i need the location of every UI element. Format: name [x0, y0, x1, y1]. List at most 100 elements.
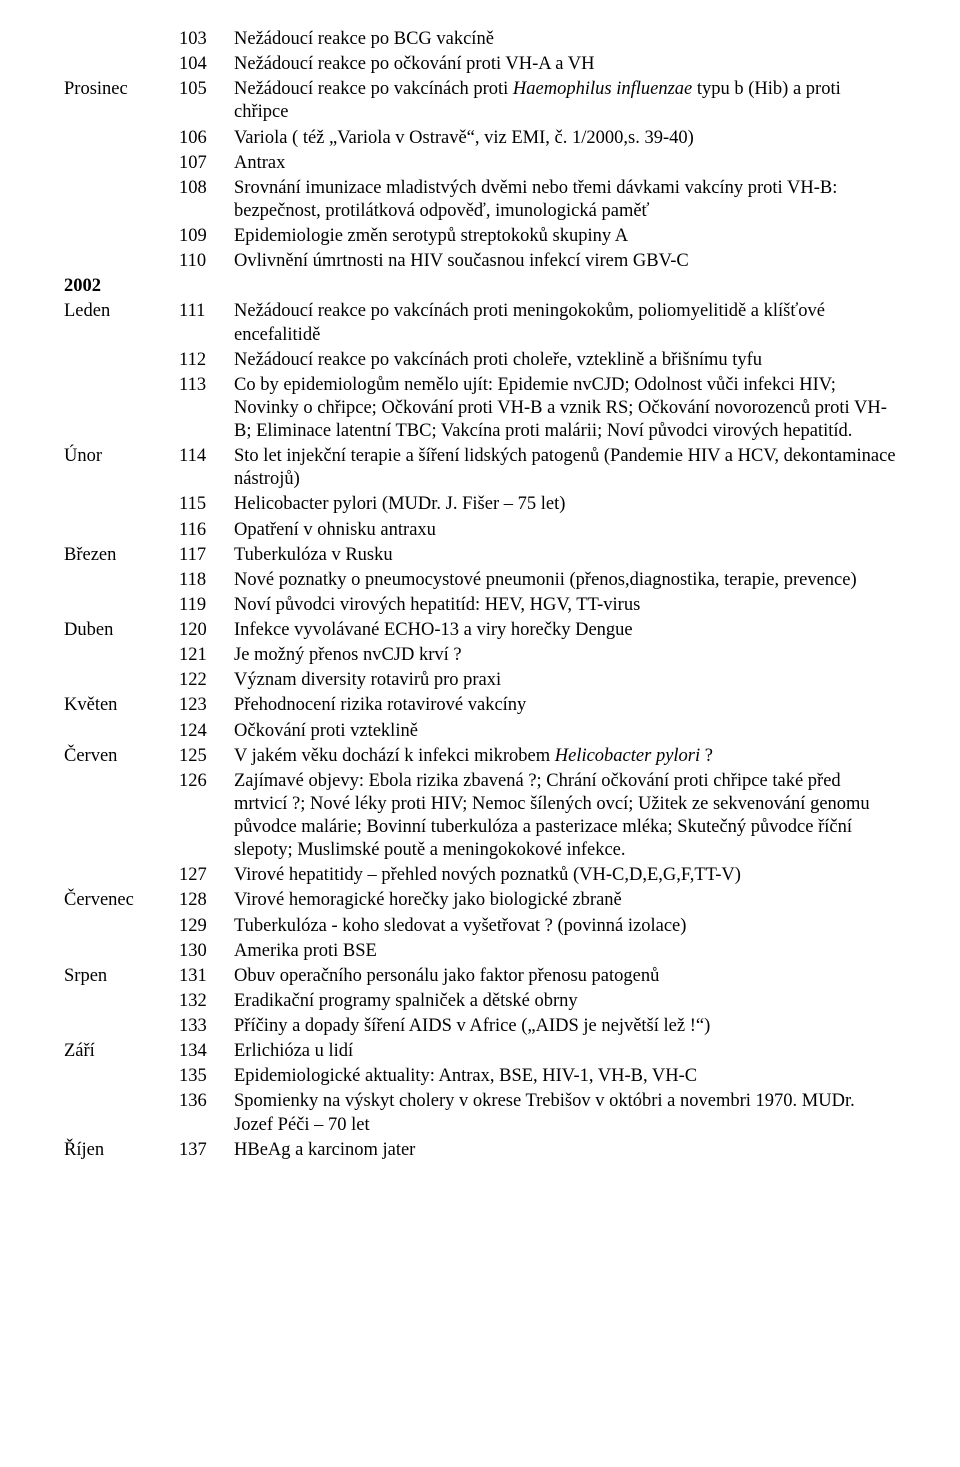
- entry-number: 129: [179, 915, 234, 938]
- month-label: Říjen: [64, 1139, 179, 1162]
- entry-row: 136Spomienky na výskyt cholery v okrese …: [64, 1090, 896, 1136]
- entry-number: 103: [179, 28, 234, 51]
- entry-row: 107Antrax: [64, 152, 896, 175]
- entry-row: 106Variola ( též „Variola v Ostravě“, vi…: [64, 127, 896, 150]
- entry-text: Nežádoucí reakce po vakcínách proti chol…: [234, 349, 896, 372]
- entry-text: Tuberkulóza - koho sledovat a vyšetřovat…: [234, 915, 896, 938]
- entry-text: Sto let injekční terapie a šíření lidský…: [234, 445, 896, 491]
- entry-number: 126: [179, 770, 234, 793]
- entry-number: 112: [179, 349, 234, 372]
- entry-text: Epidemiologie změn serotypů streptokoků …: [234, 225, 896, 248]
- entry-text: Opatření v ohnisku antraxu: [234, 519, 896, 542]
- entry-number: 109: [179, 225, 234, 248]
- entry-number: 107: [179, 152, 234, 175]
- month-label: Leden: [64, 300, 179, 323]
- entry-row: Září134Erlichióza u lidí: [64, 1040, 896, 1063]
- entry-text: Nežádoucí reakce po vakcínách proti meni…: [234, 300, 896, 346]
- entry-text: Tuberkulóza v Rusku: [234, 544, 896, 567]
- entry-text: Amerika proti BSE: [234, 940, 896, 963]
- entry-number: 123: [179, 694, 234, 717]
- entry-text: Nové poznatky o pneumocystové pneumonii …: [234, 569, 896, 592]
- month-label: Září: [64, 1040, 179, 1063]
- year-heading: 2002: [64, 275, 896, 298]
- entry-number: 106: [179, 127, 234, 150]
- entry-row: 118Nové poznatky o pneumocystové pneumon…: [64, 569, 896, 592]
- entry-text: Nežádoucí reakce po očkování proti VH-A …: [234, 53, 896, 76]
- entry-number: 122: [179, 669, 234, 692]
- entry-text: Příčiny a dopady šíření AIDS v Africe („…: [234, 1015, 896, 1038]
- entry-row: 124Očkování proti vzteklině: [64, 720, 896, 743]
- entry-number: 133: [179, 1015, 234, 1038]
- entry-text: Přehodnocení rizika rotavirové vakcíny: [234, 694, 896, 717]
- month-label: Srpen: [64, 965, 179, 988]
- entry-row: 129Tuberkulóza - koho sledovat a vyšetřo…: [64, 915, 896, 938]
- entry-row: Únor114Sto let injekční terapie a šíření…: [64, 445, 896, 491]
- entry-text: Helicobacter pylori (MUDr. J. Fišer – 75…: [234, 493, 896, 516]
- entry-number: 124: [179, 720, 234, 743]
- entry-number: 111: [179, 300, 234, 323]
- month-label: Únor: [64, 445, 179, 468]
- entry-row: 116Opatření v ohnisku antraxu: [64, 519, 896, 542]
- entry-text: Je možný přenos nvCJD krví ?: [234, 644, 896, 667]
- entry-number: 132: [179, 990, 234, 1013]
- italic-term: Helicobacter pylori: [555, 746, 700, 766]
- entry-row: 133Příčiny a dopady šíření AIDS v Africe…: [64, 1015, 896, 1038]
- entry-row: 130Amerika proti BSE: [64, 940, 896, 963]
- entry-number: 110: [179, 250, 234, 273]
- month-label: Červenec: [64, 889, 179, 912]
- entry-text: Očkování proti vzteklině: [234, 720, 896, 743]
- entry-row: 135Epidemiologické aktuality: Antrax, BS…: [64, 1065, 896, 1088]
- entry-number: 113: [179, 374, 234, 397]
- entry-number: 128: [179, 889, 234, 912]
- page: 103Nežádoucí reakce po BCG vakcíně104Než…: [0, 0, 960, 1467]
- entry-row: 104Nežádoucí reakce po očkování proti VH…: [64, 53, 896, 76]
- year-label: 2002: [64, 275, 179, 298]
- entry-text: Význam diversity rotavirů pro praxi: [234, 669, 896, 692]
- entry-row: 126Zajímavé objevy: Ebola rizika zbavená…: [64, 770, 896, 863]
- entry-row: 119Noví původci virových hepatitíd: HEV,…: [64, 594, 896, 617]
- entry-row: 115Helicobacter pylori (MUDr. J. Fišer –…: [64, 493, 896, 516]
- entry-row: Březen117Tuberkulóza v Rusku: [64, 544, 896, 567]
- entry-row: 113Co by epidemiologům nemělo ujít: Epid…: [64, 374, 896, 443]
- month-label: Červen: [64, 745, 179, 768]
- entry-text: Infekce vyvolávané ECHO-13 a viry horečk…: [234, 619, 896, 642]
- entry-row: 132Eradikační programy spalniček a dětsk…: [64, 990, 896, 1013]
- month-label: Březen: [64, 544, 179, 567]
- entry-row: 103Nežádoucí reakce po BCG vakcíně: [64, 28, 896, 51]
- entry-text: Noví původci virových hepatitíd: HEV, HG…: [234, 594, 896, 617]
- entry-row: 121Je možný přenos nvCJD krví ?: [64, 644, 896, 667]
- entry-row: Leden111Nežádoucí reakce po vakcínách pr…: [64, 300, 896, 346]
- entry-number: 137: [179, 1139, 234, 1162]
- entry-text: Zajímavé objevy: Ebola rizika zbavená ?;…: [234, 770, 896, 863]
- entry-number: 115: [179, 493, 234, 516]
- entry-text: Obuv operačního personálu jako faktor př…: [234, 965, 896, 988]
- entry-number: 136: [179, 1090, 234, 1113]
- entry-number: 125: [179, 745, 234, 768]
- entry-text: HBeAg a karcinom jater: [234, 1139, 896, 1162]
- entry-number: 121: [179, 644, 234, 667]
- entry-text: Spomienky na výskyt cholery v okrese Tre…: [234, 1090, 896, 1136]
- entry-number: 118: [179, 569, 234, 592]
- entry-number: 105: [179, 78, 234, 101]
- entry-text: Erlichióza u lidí: [234, 1040, 896, 1063]
- entry-number: 127: [179, 864, 234, 887]
- entry-number: 130: [179, 940, 234, 963]
- entry-text: Nežádoucí reakce po BCG vakcíně: [234, 28, 896, 51]
- entry-row: Červenec128Virové hemoragické horečky ja…: [64, 889, 896, 912]
- entry-number: 108: [179, 177, 234, 200]
- month-label: Duben: [64, 619, 179, 642]
- entry-text: V jakém věku dochází k infekci mikrobem …: [234, 745, 896, 768]
- entry-text: Ovlivnění úmrtnosti na HIV současnou inf…: [234, 250, 896, 273]
- entry-number: 116: [179, 519, 234, 542]
- entry-text: Virové hemoragické horečky jako biologic…: [234, 889, 896, 912]
- entry-text: Nežádoucí reakce po vakcínách proti Haem…: [234, 78, 896, 124]
- month-label: Prosinec: [64, 78, 179, 101]
- entry-number: 104: [179, 53, 234, 76]
- entry-row: Říjen137HBeAg a karcinom jater: [64, 1139, 896, 1162]
- rows-container: 103Nežádoucí reakce po BCG vakcíně104Než…: [64, 28, 896, 1162]
- entry-text: Srovnání imunizace mladistvých dvěmi neb…: [234, 177, 896, 223]
- entry-number: 117: [179, 544, 234, 567]
- entry-row: Červen125V jakém věku dochází k infekci …: [64, 745, 896, 768]
- entry-row: Duben120Infekce vyvolávané ECHO-13 a vir…: [64, 619, 896, 642]
- entry-row: 109Epidemiologie změn serotypů streptoko…: [64, 225, 896, 248]
